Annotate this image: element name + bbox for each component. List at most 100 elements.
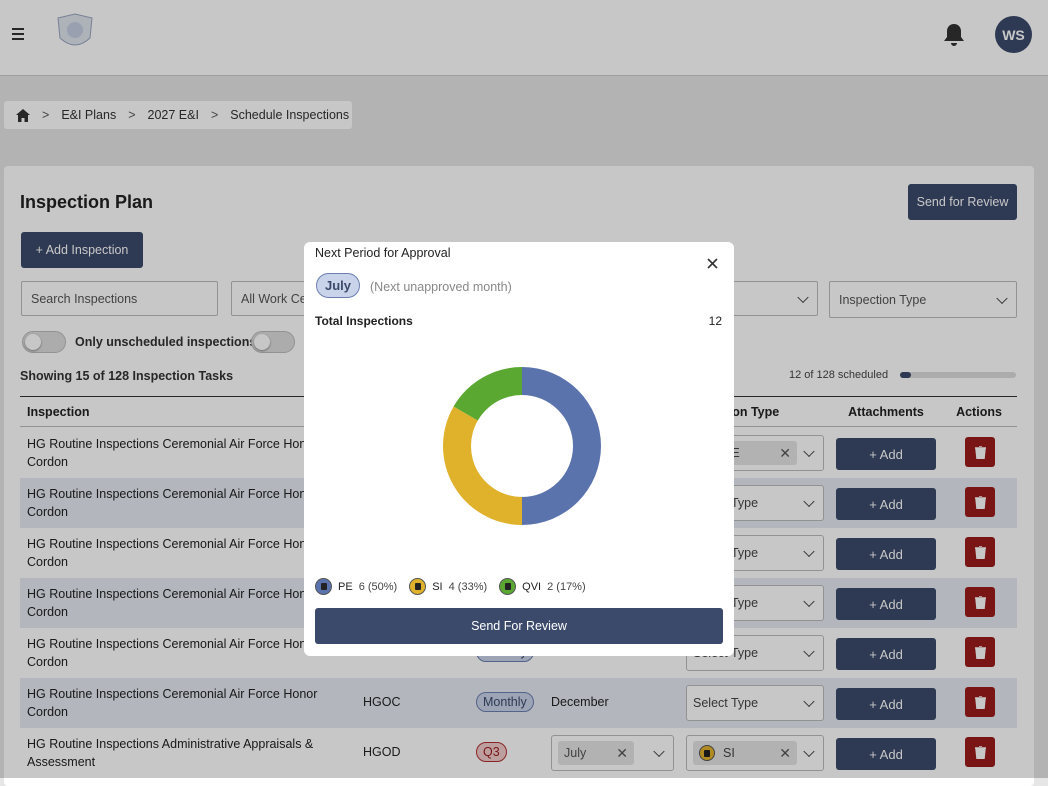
legend: PE 6 (50%) SI 4 (33%) QVI 2 (17%) (315, 578, 598, 595)
add-attachment-button[interactable]: + Add (836, 638, 936, 670)
legend-name: PE (338, 580, 353, 593)
type-select[interactable]: Select Type (686, 685, 824, 721)
avatar[interactable]: WS (995, 16, 1032, 53)
legend-icon-glyph (320, 583, 327, 590)
toggle-label: Only unscheduled inspections (75, 335, 257, 349)
scheduled-label: 12 of 128 scheduled (789, 369, 889, 381)
toggle[interactable] (251, 331, 295, 353)
separator: > (128, 108, 136, 122)
type-icon (699, 745, 715, 761)
header: WS (0, 0, 1048, 76)
notification-bell[interactable] (943, 23, 965, 47)
trash-icon (974, 495, 986, 509)
add-attachment-button[interactable]: + Add (836, 588, 936, 620)
frequency-chip: Monthly (476, 692, 534, 712)
crumb: Schedule Inspections (230, 108, 350, 122)
donut-slice (522, 367, 601, 525)
donut-slice (453, 367, 522, 421)
add-attachment-button[interactable]: + Add (836, 738, 936, 770)
crumb[interactable]: 2027 E&I (147, 108, 199, 122)
legend-value: 6 (50%) (358, 580, 398, 593)
type-tag: SI ✕ (693, 741, 797, 765)
home-icon[interactable] (16, 108, 30, 122)
delete-button[interactable] (965, 587, 995, 617)
legend-name: QVI (522, 580, 542, 593)
clear-icon[interactable]: ✕ (616, 744, 628, 761)
legend-value: 2 (17%) (547, 580, 586, 593)
unit: HGOD (363, 745, 401, 759)
search-input[interactable]: Search Inspections (21, 281, 218, 316)
month-tag-text: July (564, 746, 587, 760)
trash-icon (974, 745, 986, 759)
add-attachment-button[interactable]: + Add (836, 688, 936, 720)
trash-icon (974, 545, 986, 559)
delete-button[interactable] (965, 437, 995, 467)
legend-item: QVI 2 (17%) (499, 578, 586, 595)
month-tag: July ✕ (558, 741, 634, 765)
page-title: Inspection Plan (20, 192, 154, 212)
breadcrumb: > E&I Plans > 2027 E&I > Schedule Inspec… (4, 101, 352, 129)
column-header: Inspection (27, 405, 90, 419)
legend-name: SI (432, 580, 443, 593)
delete-button[interactable] (965, 487, 995, 517)
trash-icon (974, 595, 986, 609)
month-select[interactable]: July ✕ (551, 735, 674, 771)
delete-button[interactable] (965, 637, 995, 667)
delete-button[interactable] (965, 737, 995, 767)
toggle[interactable] (22, 331, 66, 353)
inspection-name: HG Routine Inspections Ceremonial Air Fo… (27, 687, 318, 719)
legend-icon-glyph (504, 583, 511, 590)
clear-icon[interactable]: ✕ (779, 444, 791, 461)
trash-icon (974, 445, 986, 459)
legend-item: SI 4 (33%) (409, 578, 487, 595)
inspection-name: HG Routine Inspections Ceremonial Air Fo… (27, 437, 318, 469)
progress-track (900, 372, 1016, 378)
legend-value: 4 (33%) (448, 580, 488, 593)
logo (57, 13, 93, 46)
table-row: HG Routine Inspections Administrative Ap… (20, 728, 1017, 778)
menu-icon[interactable] (11, 27, 25, 41)
modal-send-button[interactable]: Send For Review (315, 608, 723, 644)
legend-icon-glyph (414, 583, 421, 590)
inspection-name: HG Routine Inspections Ceremonial Air Fo… (27, 487, 318, 519)
type-select[interactable]: Inspection Type (829, 281, 1017, 318)
legend-item: PE 6 (50%) (315, 578, 397, 595)
donut-chart (443, 367, 601, 525)
delete-button[interactable] (965, 687, 995, 717)
delete-button[interactable] (965, 537, 995, 567)
inspection-name: HG Routine Inspections Ceremonial Air Fo… (27, 587, 318, 619)
trash-icon (974, 645, 986, 659)
table-row: HG Routine Inspections Ceremonial Air Fo… (20, 678, 1017, 728)
send-review-button[interactable]: Send for Review (908, 184, 1017, 220)
modal-title: Next Period for Approval (315, 246, 451, 260)
legend-icon (409, 578, 427, 595)
type-tag-text: SI (723, 746, 735, 760)
add-attachment-button[interactable]: + Add (836, 538, 936, 570)
type-icon-glyph (704, 749, 710, 757)
legend-icon (315, 578, 332, 595)
add-attachment-button[interactable]: + Add (836, 488, 936, 520)
type-select[interactable]: SI ✕ (686, 735, 824, 771)
inspection-name: HG Routine Inspections Ceremonial Air Fo… (27, 537, 318, 569)
separator: > (42, 108, 50, 122)
trash-icon (974, 695, 986, 709)
inspection-name: HG Routine Inspections Ceremonial Air Fo… (27, 637, 318, 669)
inspection-name: HG Routine Inspections Administrative Ap… (27, 737, 314, 769)
total-value: 12 (708, 314, 722, 328)
type-placeholder: Select Type (693, 696, 759, 710)
month: December (551, 695, 609, 709)
add-attachment-button[interactable]: + Add (836, 438, 936, 470)
clear-icon[interactable]: ✕ (779, 744, 791, 761)
total-label: Total Inspections (315, 314, 413, 328)
showing-count: Showing 15 of 128 Inspection Tasks (20, 369, 234, 383)
donut-slice (443, 406, 522, 525)
close-button[interactable] (707, 258, 718, 269)
column-header-text: Actions (956, 405, 1002, 419)
legend-icon (499, 578, 517, 595)
unit: HGOC (363, 695, 401, 709)
add-inspection-button[interactable]: + Add Inspection (21, 232, 143, 268)
modal: Next Period for Approval July (Next unap… (304, 242, 734, 656)
month-chip: July (316, 273, 361, 298)
crumb[interactable]: E&I Plans (61, 108, 117, 122)
